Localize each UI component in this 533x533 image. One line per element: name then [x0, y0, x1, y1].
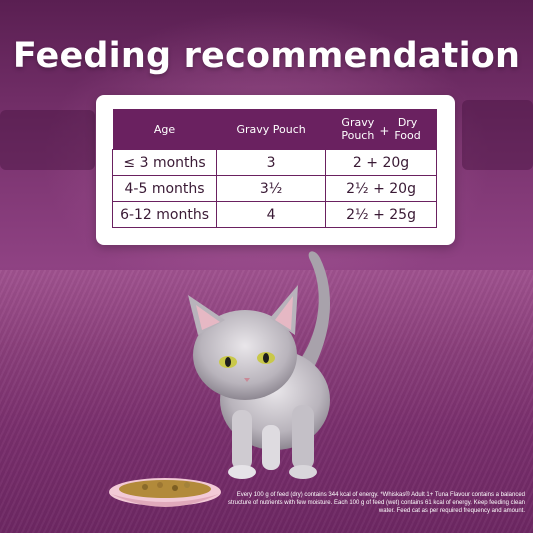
header-gravy-pouch-plus-dry-food: Gravy Pouch + Dry Food [325, 109, 437, 150]
nutrition-footnote: Every 100 g of feed (dry) contains 344 k… [227, 492, 525, 514]
table-row: 4-5 months 3½ 2½ + 20g [111, 175, 437, 202]
kitten-illustration [188, 251, 331, 479]
table-row: ≤ 3 months 3 2 + 20g [111, 149, 437, 176]
header-age: Age [112, 109, 217, 150]
table-row: 6-12 months 4 2½ + 25g [111, 201, 437, 228]
cell-age: 4-5 months [111, 175, 218, 202]
header-combo-right-line1: Dry [397, 116, 418, 129]
table-header-row: Age Gravy Pouch Gravy Pouch + Dry Food [112, 109, 437, 150]
header-gravy-pouch: Gravy Pouch [216, 109, 326, 150]
header-combo-left-line1: Gravy [341, 116, 375, 129]
cell-combo: 2 + 20g [325, 149, 437, 176]
header-combo-plus: + [379, 123, 390, 138]
header-combo-right-line2: Food [394, 129, 421, 142]
cell-combo: 2½ + 25g [325, 201, 437, 228]
food-bowl [109, 478, 221, 507]
cell-age: 6-12 months [111, 201, 218, 228]
cell-gravy-pouch: 3 [216, 149, 327, 176]
background-chair [462, 100, 533, 170]
cell-gravy-pouch: 3½ [216, 175, 327, 202]
header-combo-left-line2: Pouch [341, 129, 375, 142]
background-sofa [0, 110, 95, 170]
feeding-table: Age Gravy Pouch Gravy Pouch + Dry Food [111, 109, 437, 228]
cell-gravy-pouch: 4 [216, 201, 327, 228]
cell-combo: 2½ + 20g [325, 175, 437, 202]
cell-age: ≤ 3 months [111, 149, 218, 176]
feeding-table-card: Age Gravy Pouch Gravy Pouch + Dry Food [96, 95, 455, 245]
page-title: Feeding recommendation [12, 36, 521, 76]
